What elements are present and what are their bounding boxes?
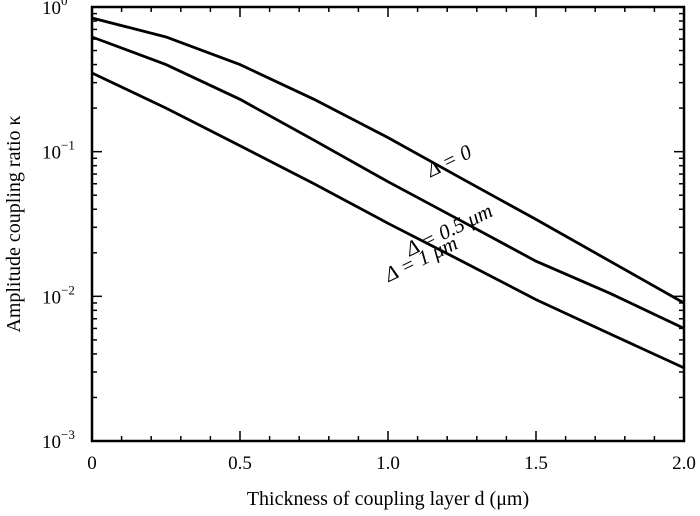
x-tick-label: 1.5 bbox=[524, 453, 548, 474]
y-tick-label: 10−1 bbox=[42, 138, 75, 164]
y-tick-label: 10−3 bbox=[42, 427, 75, 453]
series-label-delta-0: Δ = 0 bbox=[422, 139, 476, 182]
x-tick-label: 0 bbox=[87, 453, 97, 474]
axis-ticks bbox=[91, 7, 685, 442]
y-tick-labels: 100 10−1 10−2 10−3 bbox=[42, 0, 75, 453]
x-axis-title: Thickness of coupling layer d (μm) bbox=[247, 488, 529, 510]
series-line-2 bbox=[91, 71, 685, 370]
x-tick-label: 0.5 bbox=[228, 453, 252, 474]
y-axis-title: Amplitude coupling ratio κ bbox=[3, 115, 25, 332]
series-line-0 bbox=[91, 16, 685, 305]
series-curves bbox=[91, 16, 685, 370]
y-tick-label: 10−2 bbox=[42, 282, 75, 308]
y-tick-label: 100 bbox=[42, 0, 68, 19]
x-tick-label: 1.0 bbox=[376, 453, 400, 474]
series-line-1 bbox=[91, 35, 685, 330]
x-tick-labels: 0 0.5 1.0 1.5 2.0 bbox=[87, 453, 696, 474]
x-tick-label: 2.0 bbox=[672, 453, 696, 474]
